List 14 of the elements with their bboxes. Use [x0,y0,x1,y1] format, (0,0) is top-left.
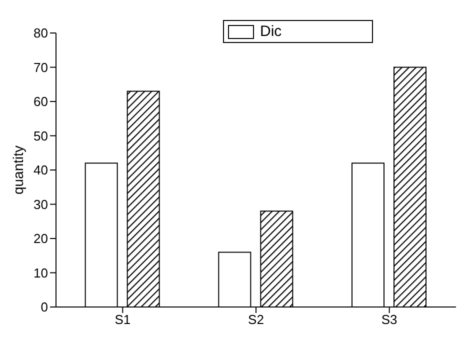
x-tick-label: S3 [381,312,398,328]
x-tick-label: S1 [114,312,131,328]
legend-label: Dic [260,23,282,40]
y-tick-label: 60 [34,94,48,110]
y-tick-label: 20 [34,231,48,246]
y-tick-label: 50 [34,128,48,144]
y-tick-label: 40 [34,162,48,178]
y-tick-label: 30 [34,196,48,212]
y-axis-title: quantity [10,145,26,195]
y-tick-label: 70 [34,60,48,75]
x-tick-label: S2 [248,312,264,328]
y-tick-label: 10 [34,265,48,280]
y-tick-label: 80 [34,26,48,41]
y-tick-label: 0 [40,300,48,315]
